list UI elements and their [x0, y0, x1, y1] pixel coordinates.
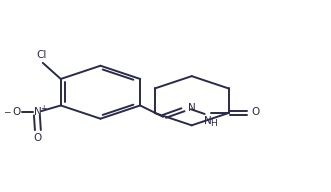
Text: H: H: [210, 119, 216, 128]
Text: N: N: [204, 116, 212, 127]
Text: N: N: [34, 107, 42, 117]
Text: Cl: Cl: [36, 50, 46, 60]
Text: O: O: [252, 107, 260, 117]
Text: −: −: [3, 108, 11, 117]
Text: N: N: [188, 103, 195, 113]
Text: O: O: [13, 107, 21, 117]
Text: O: O: [34, 132, 42, 142]
Text: +: +: [40, 104, 47, 113]
